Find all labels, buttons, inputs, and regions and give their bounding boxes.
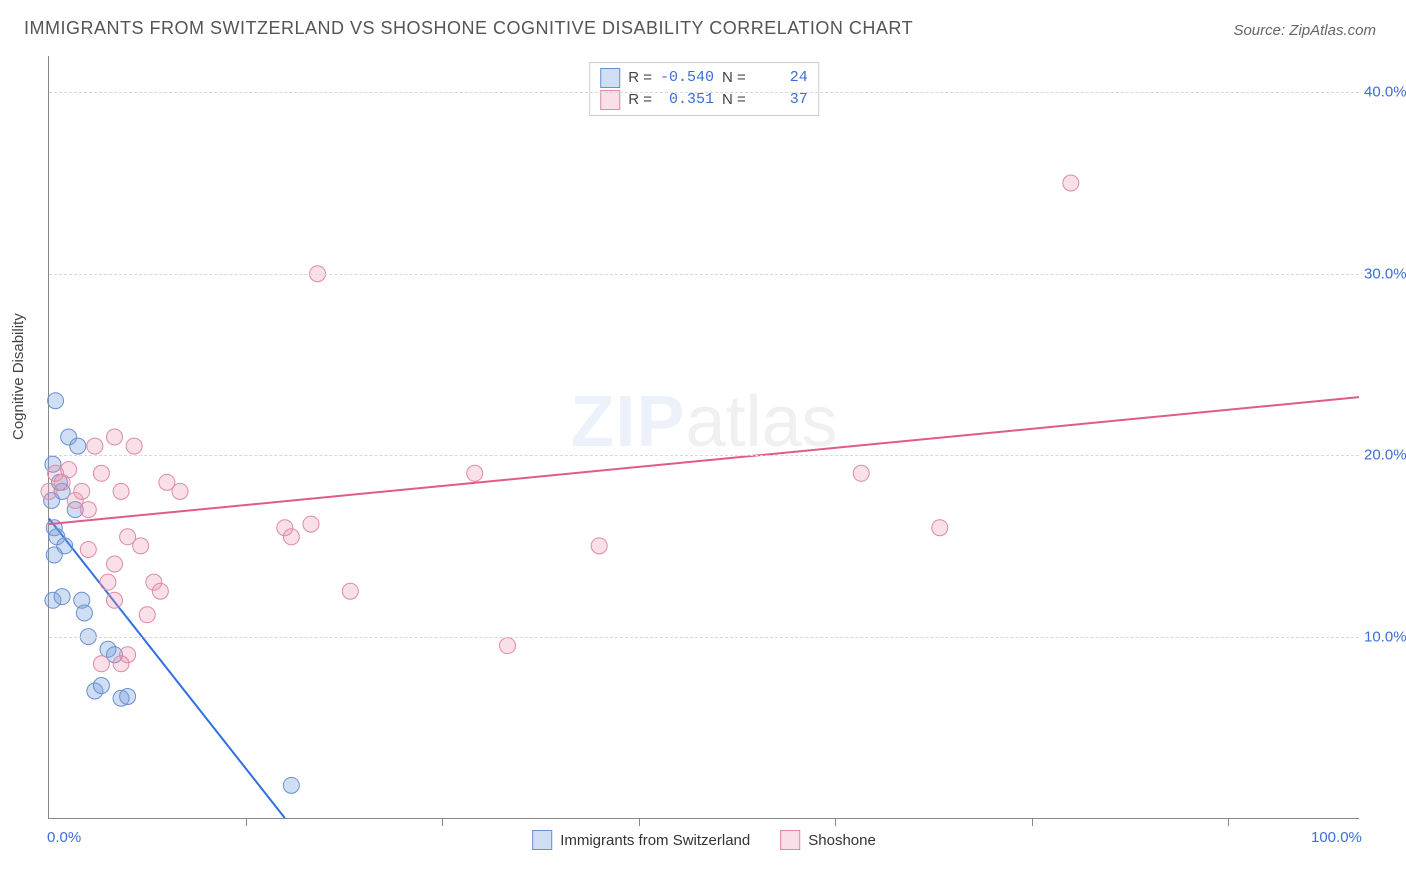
scatter-point [591,538,607,554]
scatter-point [283,777,299,793]
x-tick-label: 100.0% [1311,829,1362,846]
y-tick-label: 30.0% [1364,265,1406,282]
scatter-point [172,483,188,499]
legend-item: Shoshone [780,830,876,850]
scatter-point [93,678,109,694]
chart-title: IMMIGRANTS FROM SWITZERLAND VS SHOSHONE … [24,18,913,39]
scatter-point [107,592,123,608]
scatter-point [87,438,103,454]
scatter-point [107,556,123,572]
scatter-point [500,638,516,654]
x-tick [442,818,443,826]
scatter-point [74,483,90,499]
series-legend: Immigrants from Switzerland Shoshone [532,830,876,850]
x-tick [246,818,247,826]
x-tick [1228,818,1229,826]
scatter-point [76,605,92,621]
scatter-point [113,483,129,499]
scatter-point [80,502,96,518]
scatter-point [1063,175,1079,191]
scatter-point [54,589,70,605]
y-tick-label: 40.0% [1364,84,1406,101]
chart-plot-area: ZIPatlas R = -0.540 N = 24 R = 0.351 N =… [48,56,1359,819]
x-tick [639,818,640,826]
scatter-point [342,583,358,599]
legend-item: Immigrants from Switzerland [532,830,750,850]
legend-label: Shoshone [808,832,876,849]
source-label: Source: ZipAtlas.com [1233,22,1376,39]
scatter-point [80,541,96,557]
scatter-point [113,656,129,672]
regression-line [49,519,285,818]
gridline-h [49,92,1359,93]
legend-label: Immigrants from Switzerland [560,832,750,849]
scatter-point [46,547,62,563]
scatter-point [126,438,142,454]
scatter-point [61,462,77,478]
scatter-point [48,393,64,409]
gridline-h [49,637,1359,638]
gridline-h [49,274,1359,275]
legend-swatch-blue [532,830,552,850]
scatter-point [139,607,155,623]
x-tick [835,818,836,826]
scatter-point [133,538,149,554]
scatter-point [283,529,299,545]
y-tick-label: 20.0% [1364,447,1406,464]
scatter-point [120,688,136,704]
y-axis-label: Cognitive Disability [10,313,27,440]
x-tick [1032,818,1033,826]
y-tick-label: 10.0% [1364,628,1406,645]
scatter-point [93,656,109,672]
scatter-point [303,516,319,532]
scatter-point [853,465,869,481]
scatter-point [152,583,168,599]
scatter-point [70,438,86,454]
scatter-point [467,465,483,481]
x-tick-label: 0.0% [47,829,81,846]
scatter-point [107,429,123,445]
regression-line [49,397,1359,524]
scatter-point [100,574,116,590]
legend-swatch-pink [780,830,800,850]
scatter-svg [49,56,1359,818]
scatter-point [93,465,109,481]
gridline-h [49,455,1359,456]
scatter-point [932,520,948,536]
